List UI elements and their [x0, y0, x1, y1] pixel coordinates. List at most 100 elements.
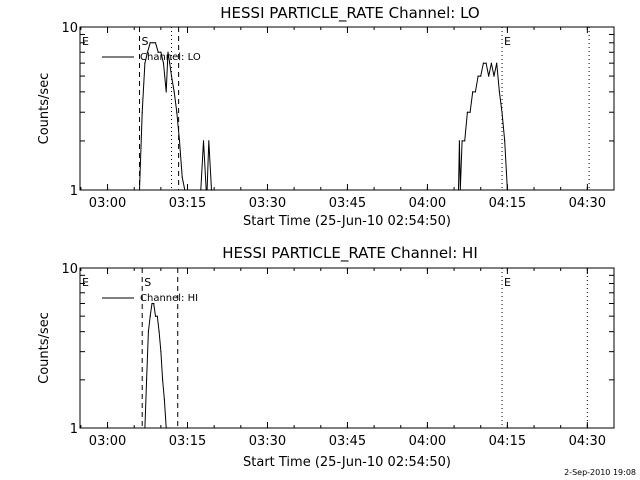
- data-point: [200, 189, 202, 191]
- y-tick-label: 10: [61, 21, 78, 36]
- x-tick-label: 03:15: [169, 196, 206, 211]
- event-marker-label: E: [504, 35, 511, 48]
- data-point: [151, 302, 153, 305]
- legend-label: Channel: LO: [140, 52, 201, 63]
- data-point: [498, 91, 500, 93]
- data-point: [472, 91, 474, 93]
- data-point: [211, 189, 213, 191]
- data-point: [144, 427, 146, 429]
- data-point: [458, 140, 460, 142]
- data-point: [146, 51, 149, 53]
- x-tick-label: 03:45: [329, 196, 366, 211]
- x-tick-label: 03:00: [89, 434, 126, 449]
- data-point: [176, 111, 178, 113]
- data-point: [173, 91, 175, 93]
- data-point: [496, 62, 498, 64]
- y-tick-label: 10: [61, 262, 78, 277]
- data-point: [149, 315, 151, 317]
- data-point: [160, 351, 162, 353]
- data-point: [138, 189, 141, 191]
- data-point: [459, 189, 461, 191]
- event-marker-label: E: [504, 276, 511, 289]
- x-tick-label: 04:00: [409, 196, 446, 211]
- data-point: [501, 111, 503, 113]
- data-point: [493, 75, 495, 77]
- data-point: [165, 427, 167, 429]
- data-point: [184, 189, 186, 191]
- data-point: [149, 42, 151, 44]
- data-point: [147, 331, 149, 333]
- data-point: [485, 62, 487, 64]
- x-tick-label: 03:30: [249, 196, 286, 211]
- data-point: [154, 315, 157, 317]
- data-point: [181, 176, 183, 178]
- data-point: [165, 91, 167, 93]
- x-tick-label: 04:15: [489, 196, 526, 211]
- x-tick-label: 04:15: [489, 434, 526, 449]
- data-point: [169, 62, 171, 64]
- data-point: [206, 189, 208, 191]
- data-point: [208, 140, 210, 142]
- event-marker-label: S: [142, 35, 149, 48]
- data-point: [506, 189, 508, 191]
- x-tick-label: 04:30: [569, 434, 606, 449]
- data-point: [457, 189, 460, 191]
- data-point: [504, 140, 506, 142]
- data-point: [490, 62, 492, 64]
- data-point: [210, 189, 213, 191]
- data-point: [158, 331, 160, 333]
- x-tick-label: 03:30: [249, 434, 286, 449]
- chart-title: HESSI PARTICLE_RATE Channel: HI: [222, 244, 478, 263]
- data-point: [157, 51, 159, 53]
- data-point: [202, 140, 205, 142]
- data-point: [170, 75, 173, 77]
- data-point: [144, 62, 146, 64]
- series-line: [134, 42, 508, 191]
- y-tick-label: 1: [70, 184, 78, 199]
- panel-hi: HESSI PARTICLE_RATE Channel: HI 03:00 03:1…: [37, 244, 615, 470]
- data-point: [469, 111, 471, 113]
- data-point: [160, 51, 162, 53]
- y-tick-label: 1: [70, 422, 78, 437]
- data-point: [162, 379, 164, 381]
- x-tick-label: 03:45: [329, 434, 366, 449]
- data-point: [482, 62, 484, 64]
- x-axis-label: Start Time (25-Jun-10 02:54:50): [243, 214, 451, 229]
- data-point: [146, 379, 148, 381]
- data-point: [167, 427, 169, 429]
- legend-label: Channel: HI: [140, 293, 198, 304]
- data-point: [213, 189, 215, 191]
- timestamp-footer: 2-Sep-2010 19:08: [564, 468, 636, 477]
- x-tick-label: 04:00: [409, 434, 446, 449]
- data-point: [464, 140, 466, 142]
- data-point: [461, 140, 463, 142]
- data-point: [477, 75, 479, 77]
- data-point: [167, 51, 169, 53]
- x-tick-label: 03:15: [169, 434, 206, 449]
- data-point: [474, 91, 476, 93]
- data-point: [163, 399, 165, 401]
- data-point: [156, 315, 158, 317]
- x-axis-label: Start Time (25-Jun-10 02:54:50): [243, 455, 451, 470]
- data-point: [153, 302, 155, 305]
- x-tick-label: 03:00: [89, 196, 126, 211]
- event-marker-label: E: [82, 35, 89, 48]
- data-point: [178, 140, 181, 142]
- series-line: [144, 303, 168, 429]
- data-point: [152, 42, 154, 44]
- chart-title: HESSI PARTICLE_RATE Channel: LO: [220, 4, 479, 23]
- event-marker-label: E: [82, 276, 89, 289]
- data-point: [488, 75, 490, 77]
- event-marker-label: S: [144, 276, 151, 289]
- data-point: [186, 189, 189, 191]
- data-point: [466, 111, 468, 113]
- data-point: [162, 62, 165, 64]
- y-axis-label: Counts/sec: [37, 73, 52, 145]
- data-point: [133, 189, 135, 191]
- panel-lo: HESSI PARTICLE_RATE Channel: LO 03:00 03:1…: [37, 4, 615, 229]
- data-point: [205, 189, 207, 191]
- y-axis-label: Counts/sec: [37, 312, 52, 384]
- data-point: [154, 42, 157, 44]
- x-tick-label: 04:30: [569, 196, 606, 211]
